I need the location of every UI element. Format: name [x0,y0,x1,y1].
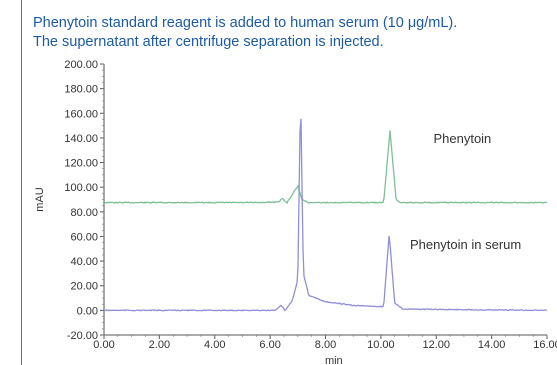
x-tick-label: 16.00 [533,339,557,351]
y-tick-label: 0.00 [77,305,98,317]
y-tick-label: 120.00 [64,158,98,170]
y-tick-label: 40.00 [70,256,98,268]
caption-line-1: Phenytoin standard reagent is added to h… [33,15,458,31]
caption-line-2: The supernatant after centrifuge separat… [33,34,384,50]
y-tick-label: 200.00 [64,59,98,71]
y-tick-label: 180.00 [64,84,98,96]
x-tick-label: 10.00 [367,339,395,351]
y-tick-label: 100.00 [64,182,98,194]
chart-labels: min mAU Phenytoin Phenytoin in serum [34,131,521,365]
x-tick-label: 8.00 [315,339,336,351]
series-line-serum [104,118,548,312]
chart-series [103,118,548,312]
x-tick-label: 4.00 [204,339,225,351]
y-tick-label: 60.00 [70,231,98,243]
y-axis-title: mAU [34,187,46,212]
chart-frame [21,0,557,365]
chart-axes [103,64,547,336]
chart-caption: Phenytoin standard reagent is added to h… [33,14,457,52]
y-tick-label: -20.00 [67,330,98,342]
y-tick-label: 140.00 [64,133,98,145]
series-line-standard [103,130,548,205]
x-tick-label: 6.00 [259,339,280,351]
y-tick-label: 160.00 [64,108,98,120]
x-tick-label: 2.00 [149,339,170,351]
x-axis-title: min [325,355,343,365]
y-tick-label: 20.00 [70,281,98,293]
x-tick-label: 14.00 [478,339,506,351]
x-tick-label: 12.00 [422,339,450,351]
chart-ticks: -20.000.0020.0040.0060.0080.00100.00120.… [64,59,557,351]
x-tick-label: 0.00 [93,339,114,351]
series-label-phenytoin-in-serum: Phenytoin in serum [410,237,521,252]
y-tick-label: 80.00 [70,207,98,219]
series-label-phenytoin: Phenytoin [433,131,491,146]
